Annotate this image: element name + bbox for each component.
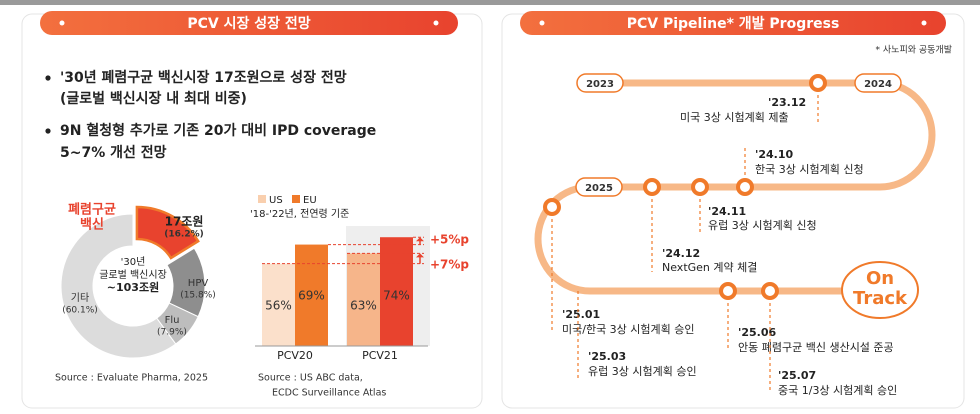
legend-swatch (292, 195, 300, 203)
on-track-label: On (866, 268, 894, 289)
milestone-date: '25.06 (738, 326, 777, 339)
source: Source : Evaluate Pharma, 2025 (55, 373, 208, 384)
milestone-date: '25.03 (588, 350, 626, 363)
annotation: +5%p (430, 233, 469, 247)
milestone-node (736, 178, 754, 196)
bullet-dot (45, 75, 51, 81)
legend-label: US (269, 195, 283, 206)
pill-dot (921, 20, 927, 26)
donut-label: 백신 (80, 218, 104, 233)
milestone-node (761, 282, 779, 300)
x-category: PCV21 (362, 349, 398, 362)
bullet-text: 9N 혈청형 추가로 기존 20가 대비 IPD coverage (60, 122, 376, 139)
right-title: PCV Pipeline* 개발 Progress (627, 15, 840, 32)
bar-subtitle: '18-'22년, 전연령 기준 (250, 208, 349, 220)
milestone-text: 한국 3상 시험계획 신청 (755, 163, 864, 176)
donut-segment (135, 205, 200, 260)
year-pill (575, 177, 623, 197)
x-category: PCV20 (277, 349, 313, 362)
milestone-node (691, 178, 709, 196)
year-label: 2024 (864, 79, 892, 90)
bullet-text: (글로벌 백신시장 내 최대 비중) (60, 90, 247, 107)
bar-value-label: 74% (383, 289, 410, 303)
pipeline-path (534, 79, 936, 295)
milestone-node (719, 282, 737, 300)
bar-value-label: 56% (265, 299, 292, 313)
on-track-badge (841, 261, 919, 319)
pill-dot (59, 20, 65, 26)
source: Source : US ABC data, (258, 373, 363, 384)
top-bar (0, 0, 980, 5)
milestone-text: 유럽 3상 시험계획 승인 (588, 364, 697, 378)
bullet-text: 5~7% 개선 전망 (60, 144, 167, 161)
milestone-text: 미국 3상 시험계획 제출 (680, 111, 789, 124)
donut-label: Flu (165, 315, 180, 326)
legend-label: EU (303, 195, 317, 206)
donut-value-label: 17조원 (165, 215, 204, 229)
milestone-date: '24.11 (708, 205, 746, 218)
bar-value-label: 69% (298, 289, 325, 303)
bar (347, 253, 380, 346)
bar (380, 237, 413, 346)
milestone-text: 유럽 3상 시험계획 신청 (708, 218, 817, 232)
donut-value-label: (7.9%) (157, 328, 187, 338)
milestone-node (809, 74, 827, 92)
milestone-text: 중국 1/3상 시험계획 승인 (778, 384, 897, 397)
milestone-text: 미국/한국 3상 시험계획 승인 (562, 323, 695, 336)
milestone-date: '24.10 (755, 148, 794, 161)
year-pill (854, 73, 902, 93)
bar (262, 263, 295, 346)
annotation: +7%p (430, 258, 469, 272)
note: * 사노피와 공동개발 (876, 44, 952, 56)
donut-label: HPV (188, 278, 209, 289)
donut-value-label: (60.1%) (62, 306, 98, 316)
donut-label: 기타 (71, 292, 89, 304)
milestone-date: '24.12 (662, 247, 700, 260)
right-title-pill (520, 11, 946, 35)
source: ECDC Surveillance Atlas (272, 388, 386, 399)
year-pill (576, 73, 624, 93)
left-title-pill (40, 11, 458, 35)
bar (295, 244, 328, 346)
year-label: 2023 (586, 79, 614, 90)
milestone-date: '25.07 (778, 369, 816, 382)
on-track-label: Track (853, 288, 908, 309)
pill-dot (539, 20, 545, 26)
bullet-text: '30년 폐렴구균 백신시장 17조원으로 성장 전망 (60, 69, 347, 86)
milestone-node (543, 198, 561, 216)
annotation-arrowhead (416, 237, 424, 242)
pill-dot (433, 20, 439, 26)
milestone-date: '25.01 (562, 308, 600, 321)
milestone-date: '23.12 (768, 96, 806, 109)
donut-center-label: ~103조원 (107, 280, 159, 294)
donut-value-label: (16.2%) (164, 230, 203, 240)
bar-value-label: 63% (350, 299, 377, 313)
donut-label: 폐렴구균 (68, 203, 116, 218)
annotation-arrowhead (416, 253, 424, 258)
milestone-text: 안동 폐렴구균 백신 생산시설 준공 (738, 341, 894, 354)
donut-value-label: (15.8%) (180, 291, 216, 301)
milestone-node (643, 178, 661, 196)
legend-swatch (258, 195, 266, 203)
milestone-text: NextGen 계약 체결 (662, 260, 757, 274)
donut-center-label: 글로벌 백신시장 (99, 269, 167, 281)
donut-center-label: '30년 (121, 256, 146, 268)
left-title: PCV 시장 성장 전망 (187, 15, 310, 32)
donut-segment (60, 213, 177, 359)
year-label: 2025 (585, 183, 613, 194)
bullet-dot (45, 128, 51, 134)
